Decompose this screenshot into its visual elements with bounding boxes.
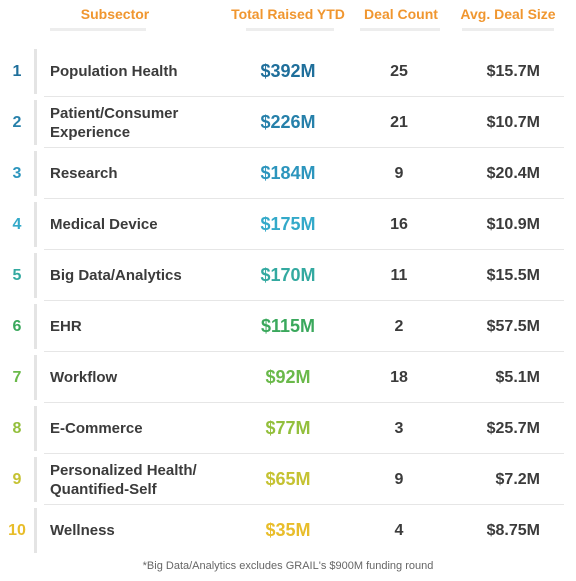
row-subsector: Big Data/Analytics <box>50 267 182 284</box>
table-row: 8 E-Commerce $77M 3 $25.7M <box>0 403 576 454</box>
row-rank-divider <box>34 355 37 400</box>
row-rank-divider <box>34 100 37 145</box>
row-rank: 6 <box>12 318 22 335</box>
row-separator <box>44 453 564 454</box>
header-deal-count: Deal Count <box>364 6 438 22</box>
row-deal-count: 11 <box>390 267 408 284</box>
row-total-raised: $115M <box>260 316 316 336</box>
row-separator <box>44 351 564 352</box>
row-rank-divider <box>34 406 37 451</box>
row-subsector: Workflow <box>50 369 118 386</box>
row-total-raised: $175M <box>260 214 316 234</box>
row-rank: 8 <box>12 420 22 437</box>
row-deal-count: 25 <box>390 63 408 80</box>
row-deal-count: 18 <box>390 369 408 386</box>
row-separator <box>44 198 564 199</box>
row-separator <box>44 402 564 403</box>
row-subsector: Wellness <box>50 522 115 539</box>
header-total-raised: Total Raised YTD <box>231 6 345 22</box>
header-underline-count <box>360 28 440 31</box>
row-rank: 3 <box>12 165 22 182</box>
table-row: 4 Medical Device $175M 16 $10.9M <box>0 199 576 250</box>
row-total-raised: $184M <box>260 163 316 183</box>
header-subsector: Subsector <box>80 6 150 22</box>
row-subsector: Medical Device <box>50 216 158 233</box>
row-rank-divider <box>34 457 37 502</box>
row-rank-divider <box>34 508 37 553</box>
row-avg-deal-size: $10.7M <box>486 114 540 131</box>
row-subsector: EHR <box>50 318 82 335</box>
footnote: *Big Data/Analytics excludes GRAIL's $90… <box>142 560 434 572</box>
row-rank: 7 <box>12 369 22 386</box>
row-deal-count: 3 <box>394 420 404 437</box>
header-underline-total <box>246 28 334 31</box>
row-separator <box>44 147 564 148</box>
row-deal-count: 4 <box>394 522 404 539</box>
table-row: 10 Wellness $35M 4 $8.75M <box>0 505 576 556</box>
row-total-raised: $77M <box>265 418 311 438</box>
header-avg-deal-size: Avg. Deal Size <box>460 6 556 22</box>
row-total-raised: $92M <box>265 367 311 387</box>
table-row: 9 Personalized Health/ Quantified-Self $65… <box>0 454 576 505</box>
row-rank: 4 <box>12 216 22 233</box>
row-rank: 1 <box>12 63 22 80</box>
row-avg-deal-size: $20.4M <box>486 165 540 182</box>
row-subsector: Personalized Health/ Quantified-Self <box>50 461 197 498</box>
row-rank: 10 <box>8 522 26 539</box>
row-avg-deal-size: $8.75M <box>486 522 540 539</box>
row-avg-deal-size: $10.9M <box>486 216 540 233</box>
table-row: 6 EHR $115M 2 $57.5M <box>0 301 576 352</box>
row-subsector: Population Health <box>50 63 178 80</box>
row-total-raised: $35M <box>265 520 311 540</box>
row-rank: 2 <box>12 114 22 131</box>
row-separator <box>44 249 564 250</box>
header-underline-avg <box>462 28 554 31</box>
row-total-raised: $226M <box>260 112 316 132</box>
row-deal-count: 9 <box>394 165 404 182</box>
row-rank: 9 <box>12 471 22 488</box>
table-row: 7 Workflow $92M 18 $5.1M <box>0 352 576 403</box>
row-avg-deal-size: $5.1M <box>495 369 540 386</box>
row-avg-deal-size: $7.2M <box>495 471 540 488</box>
row-avg-deal-size: $15.7M <box>486 63 540 80</box>
row-separator <box>44 96 564 97</box>
row-subsector: Patient/Consumer Experience <box>50 104 179 141</box>
row-rank-divider <box>34 304 37 349</box>
row-rank-divider <box>34 202 37 247</box>
row-deal-count: 21 <box>390 114 408 131</box>
table-header: Subsector Total Raised YTD Deal Count Av… <box>0 0 576 40</box>
row-rank-divider <box>34 151 37 196</box>
table-row: 2 Patient/Consumer Experience $226M 21 $10.7… <box>0 97 576 148</box>
row-total-raised: $170M <box>260 265 316 285</box>
row-rank: 5 <box>12 267 22 284</box>
row-total-raised: $392M <box>260 61 316 81</box>
table-row: 1 Population Health $392M 25 $15.7M <box>0 46 576 97</box>
row-total-raised: $65M <box>265 469 311 489</box>
row-deal-count: 2 <box>394 318 404 335</box>
row-subsector: E-Commerce <box>50 420 143 437</box>
row-rank-divider <box>34 253 37 298</box>
row-separator <box>44 504 564 505</box>
header-underline-subsector <box>50 28 146 31</box>
row-deal-count: 9 <box>394 471 404 488</box>
row-subsector: Research <box>50 165 118 182</box>
row-rank-divider <box>34 49 37 94</box>
row-separator <box>44 300 564 301</box>
row-avg-deal-size: $15.5M <box>486 267 540 284</box>
table-row: 3 Research $184M 9 $20.4M <box>0 148 576 199</box>
row-avg-deal-size: $25.7M <box>486 420 540 437</box>
row-deal-count: 16 <box>390 216 408 233</box>
table-row: 5 Big Data/Analytics $170M 11 $15.5M <box>0 250 576 301</box>
row-avg-deal-size: $57.5M <box>486 318 540 335</box>
